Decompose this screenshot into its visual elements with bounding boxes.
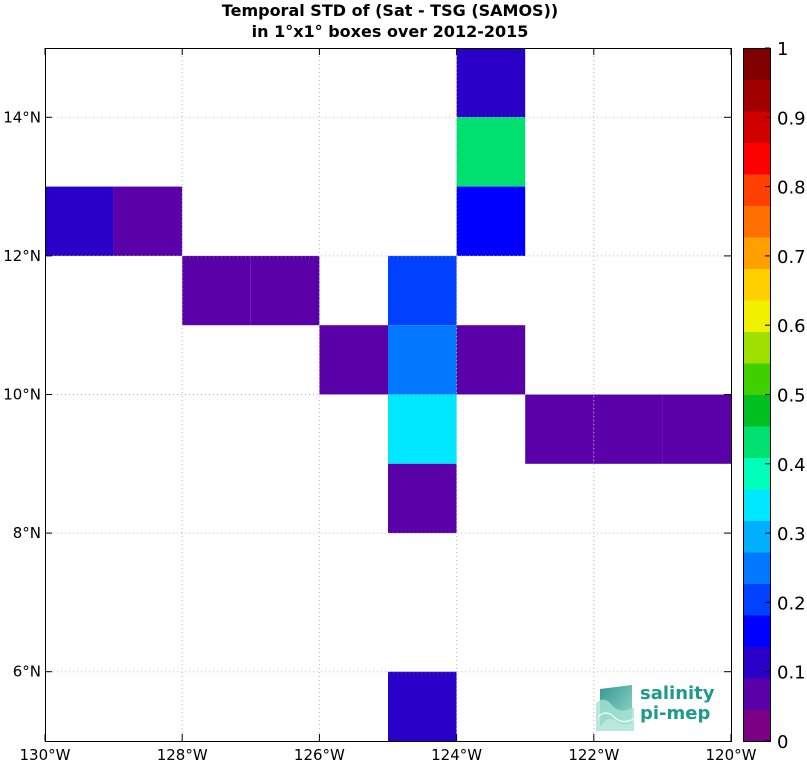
heatmap-cell bbox=[388, 394, 457, 464]
heatmap-cell bbox=[456, 48, 526, 118]
x-tick-label: 122°W bbox=[568, 746, 619, 763]
salinity-pi-mep-logo: salinity pi-mep bbox=[594, 683, 724, 733]
colorbar-segment bbox=[743, 552, 770, 584]
y-tick-label: 8°N bbox=[13, 524, 41, 542]
colorbar-segment bbox=[743, 79, 770, 112]
y-tick-label: 12°N bbox=[3, 247, 41, 265]
logo-text-pi-mep: pi-mep bbox=[640, 703, 711, 724]
colorbar-segment bbox=[743, 520, 770, 553]
x-tick-label: 128°W bbox=[157, 746, 208, 763]
y-tick-label: 10°N bbox=[3, 386, 41, 404]
colorbar-segment bbox=[743, 111, 770, 143]
heatmap-cell bbox=[388, 325, 457, 395]
colorbar-segment bbox=[743, 426, 770, 458]
colorbar-segment bbox=[743, 268, 770, 301]
chart-title: Temporal STD of (Sat - TSG (SAMOS)) in 1… bbox=[0, 0, 780, 42]
colorbar-segment bbox=[743, 678, 770, 710]
x-tick-label: 126°W bbox=[294, 746, 345, 763]
colorbar-segment bbox=[743, 142, 770, 175]
colorbar-tick-label: 0.7 bbox=[777, 247, 806, 268]
colorbar-tick-label: 0.2 bbox=[777, 593, 806, 614]
logo-text-salinity: salinity bbox=[640, 683, 715, 704]
colorbar-segment bbox=[743, 331, 770, 364]
colorbar-segment bbox=[743, 174, 770, 206]
heatmap-cell bbox=[319, 325, 388, 395]
heatmap-cell bbox=[593, 394, 663, 464]
colorbar-tick-label: 0.4 bbox=[777, 455, 806, 476]
heatmap-cells bbox=[45, 48, 731, 741]
heatmap-cell bbox=[388, 255, 457, 326]
colorbar-tick-label: 0.6 bbox=[777, 316, 806, 337]
colorbar-segment bbox=[743, 300, 770, 332]
colorbar-segment bbox=[743, 205, 770, 238]
colorbar-tick-label: 0.3 bbox=[777, 524, 806, 545]
heatmap-cell bbox=[182, 255, 251, 326]
colorbar-segment bbox=[743, 363, 770, 395]
colorbar-segment bbox=[743, 48, 770, 80]
colorbar-segment bbox=[743, 709, 770, 742]
heatmap-cell bbox=[250, 255, 320, 326]
y-tick-label: 6°N bbox=[13, 663, 41, 681]
colorbar-segment bbox=[743, 583, 770, 616]
colorbar-segment bbox=[743, 646, 770, 679]
colorbar-tick-label: 0.5 bbox=[777, 386, 806, 407]
heatmap-cell bbox=[456, 325, 526, 395]
heatmap-cell bbox=[525, 394, 594, 464]
y-tick-label: 14°N bbox=[3, 108, 41, 126]
x-tick-label: 124°W bbox=[431, 746, 482, 763]
x-tick-label: 130°W bbox=[20, 746, 71, 763]
colorbar-segment bbox=[743, 394, 770, 427]
x-tick-label: 120°W bbox=[706, 746, 757, 763]
colorbar-tick-label: 0.9 bbox=[777, 108, 806, 129]
heatmap-cell bbox=[388, 671, 457, 741]
colorbar-segment bbox=[743, 457, 770, 490]
colorbar-segment bbox=[743, 489, 770, 521]
colorbar-tick-label: 0.8 bbox=[777, 178, 806, 199]
colorbar: 0 0.1 0.2 0.3 0.4 0.5 0.6 0.7 0.8 0.9 1 bbox=[743, 39, 806, 753]
colorbar-segment bbox=[743, 615, 770, 647]
chart-title-line2: in 1°x1° boxes over 2012-2015 bbox=[251, 22, 529, 41]
colorbar-segment bbox=[743, 237, 770, 269]
heatmap-cell bbox=[456, 117, 526, 187]
colorbar-tick-label: 1 bbox=[777, 39, 788, 60]
heatmap-cell bbox=[388, 463, 457, 534]
heatmap-cell bbox=[456, 186, 526, 256]
colorbar-tick-label: 0.1 bbox=[777, 663, 806, 684]
heatmap-cell bbox=[662, 394, 731, 464]
heatmap-cell bbox=[45, 186, 114, 256]
heatmap-cell bbox=[113, 186, 183, 256]
colorbar-tick-label: 0 bbox=[777, 732, 788, 753]
colorbar-frame bbox=[743, 48, 771, 742]
axis-ticks: 130°W 128°W 126°W 124°W 122°W 120°W 6°N 8°N 10°N… bbox=[3, 48, 757, 763]
chart-title-line1: Temporal STD of (Sat - TSG (SAMOS)) bbox=[221, 1, 559, 20]
logo-icon bbox=[596, 685, 635, 731]
